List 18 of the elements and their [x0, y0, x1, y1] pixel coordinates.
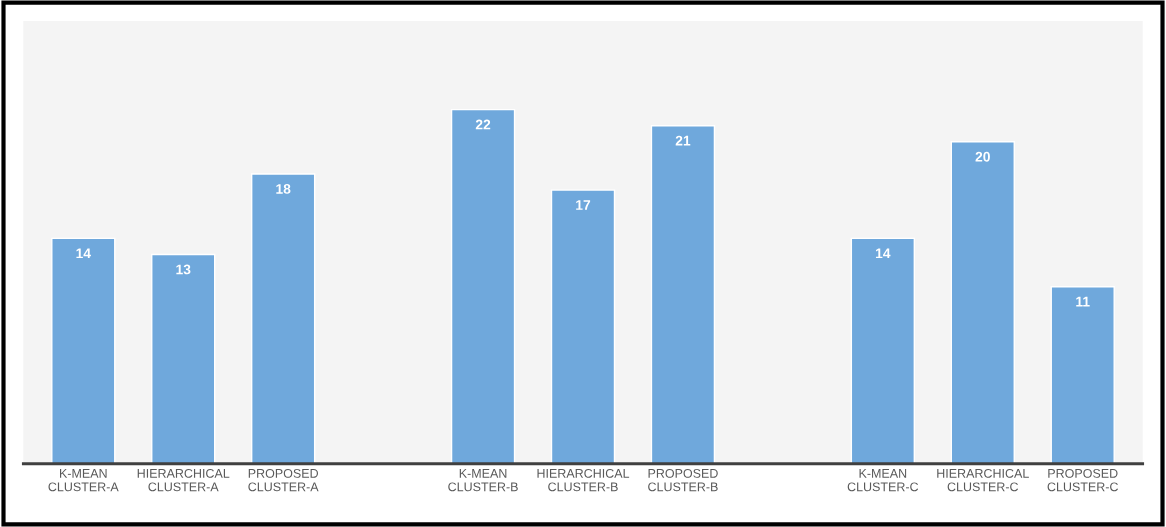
- x-tick-label: K-MEAN CLUSTER-B: [448, 469, 518, 492]
- x-tick-label: K-MEAN CLUSTER-C: [847, 469, 919, 492]
- data-label: 14: [875, 248, 891, 259]
- data-label: 13: [176, 264, 191, 275]
- data-label: 20: [975, 151, 990, 162]
- data-label: 17: [576, 200, 591, 210]
- x-tick-label: PROPOSED CLUSTER-A: [248, 468, 319, 492]
- data-label: 11: [1076, 296, 1090, 307]
- x-tick-label: HIERARCHICAL CLUSTER-A: [137, 468, 230, 492]
- x-tick-label: PROPOSED CLUSTER-B: [648, 468, 718, 492]
- data-label: 22: [475, 119, 491, 130]
- x-tick-label: HIERARCHICAL CLUSTER-C: [937, 468, 1029, 492]
- x-tick-label: K-MEAN CLUSTER-A: [48, 469, 119, 492]
- data-label: 21: [675, 135, 691, 146]
- data-label: 18: [276, 184, 291, 194]
- x-tick-label: HIERARCHICAL CLUSTER-B: [537, 468, 630, 492]
- x-tick-label: PROPOSED CLUSTER-C: [1047, 468, 1118, 492]
- data-label: 14: [76, 248, 91, 259]
